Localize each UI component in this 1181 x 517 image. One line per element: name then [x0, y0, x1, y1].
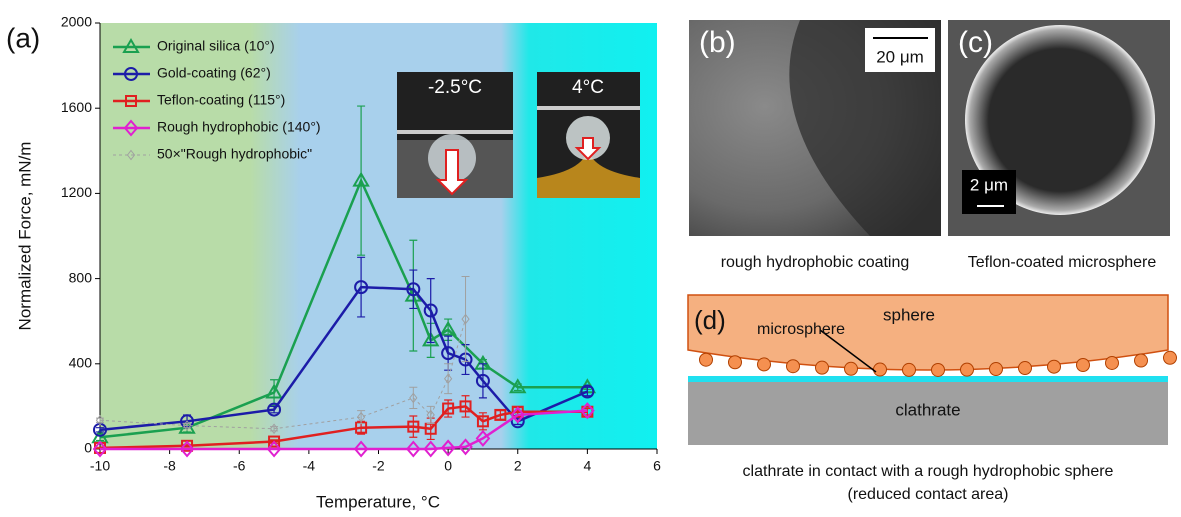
y-tick-label: 1200 — [61, 184, 92, 200]
microsphere — [700, 353, 713, 366]
legend-label: Rough hydrophobic (140°) — [157, 119, 321, 135]
inset-photo: -2.5°C — [397, 72, 513, 198]
y-axis-label: Normalized Force, mN/m — [15, 142, 34, 331]
y-tick-label: 2000 — [61, 14, 92, 30]
x-tick-label: -8 — [163, 458, 176, 474]
microsphere — [816, 361, 829, 374]
x-tick-label: -10 — [90, 458, 110, 474]
sem-image: (b) 20 μm — [689, 20, 941, 236]
microsphere — [1077, 358, 1090, 371]
inset-label: 4°C — [572, 77, 604, 98]
panel-label: (b) — [699, 26, 736, 59]
figure: (a) Temperature, °C Normalized Force, mN… — [0, 0, 1181, 512]
x-tick-label: 6 — [653, 458, 661, 474]
diagram-label: clathrate — [895, 400, 960, 419]
microsphere — [758, 358, 771, 371]
microsphere — [990, 363, 1003, 376]
caption: clathrate in contact with a rough hydrop… — [743, 463, 1114, 480]
microsphere — [932, 363, 945, 376]
diagram-label: sphere — [883, 305, 935, 324]
microsphere — [1106, 356, 1119, 369]
x-tick-label: 4 — [583, 458, 591, 474]
y-tick-label: 0 — [84, 440, 92, 456]
microsphere — [903, 363, 916, 376]
legend-label: Original silica (10°) — [157, 38, 275, 54]
panel-label: (a) — [6, 22, 40, 53]
x-tick-label: -2 — [372, 458, 385, 474]
caption: rough hydrophobic coating — [721, 254, 910, 271]
scale-label: 20 μm — [876, 47, 924, 66]
microsphere — [1164, 351, 1177, 364]
inset-label: -2.5°C — [428, 77, 482, 98]
microsphere — [845, 362, 858, 375]
microsphere — [729, 356, 742, 369]
microsphere — [874, 363, 887, 376]
legend-label: Teflon-coating (115°) — [157, 92, 285, 108]
microsphere — [961, 363, 974, 376]
y-tick-label: 400 — [69, 355, 93, 371]
x-tick-label: -6 — [233, 458, 246, 474]
diagram-label: microsphere — [757, 321, 845, 338]
x-tick-label: 2 — [514, 458, 522, 474]
sem-image: (c) 2 μm — [948, 20, 1170, 236]
microsphere — [1135, 354, 1148, 367]
caption: (reduced contact area) — [848, 486, 1009, 503]
inset-photo: 4°C — [537, 72, 640, 198]
diagram: (d) sphere microsphere clathrate — [688, 295, 1177, 445]
y-tick-label: 800 — [69, 269, 93, 285]
x-tick-label: -4 — [303, 458, 316, 474]
microsphere — [787, 360, 800, 373]
legend-label: Gold-coating (62°) — [157, 65, 271, 81]
microsphere — [1048, 360, 1061, 373]
panel-label: (d) — [694, 305, 726, 335]
caption: Teflon-coated microsphere — [968, 254, 1157, 271]
legend-label: 50×"Rough hydrophobic" — [157, 146, 312, 162]
x-tick-label: 0 — [444, 458, 452, 474]
panel-label: (c) — [958, 26, 993, 59]
scale-label: 2 μm — [970, 175, 1008, 194]
x-axis-label: Temperature, °C — [316, 492, 440, 511]
microsphere — [1019, 362, 1032, 375]
y-tick-label: 1600 — [61, 99, 92, 115]
